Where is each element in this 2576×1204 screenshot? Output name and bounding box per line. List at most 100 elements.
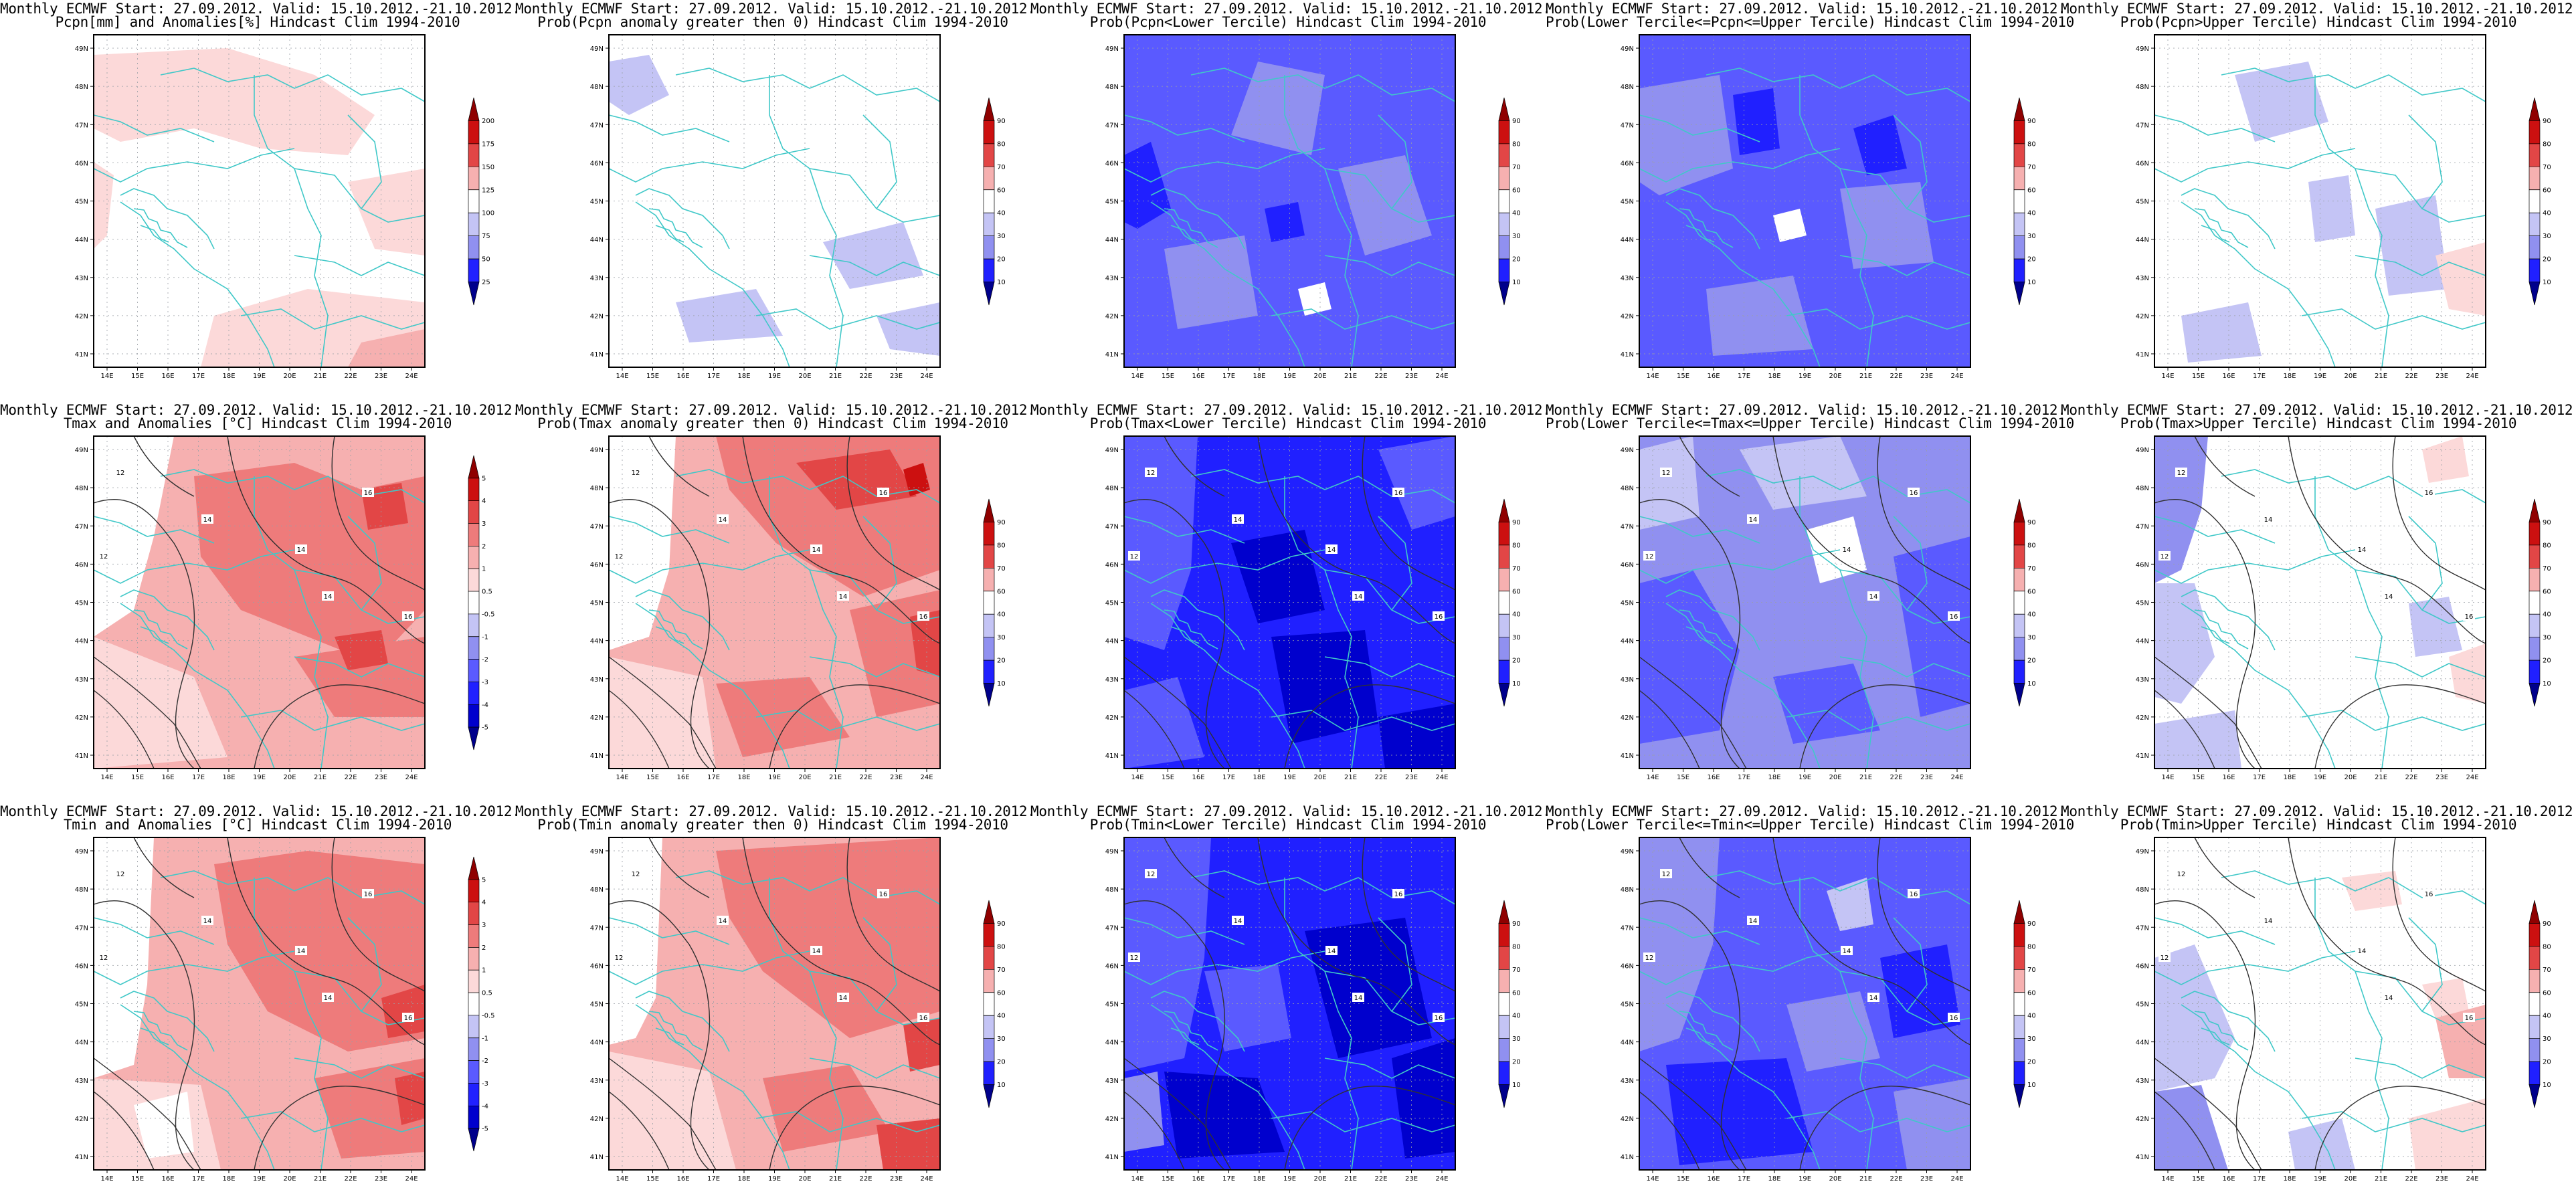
colorbar-bin (2528, 1015, 2541, 1039)
colorbar-label: 20 (2027, 657, 2036, 664)
colorbar-bin (2528, 1061, 2541, 1085)
svg-text:14: 14 (1234, 918, 1243, 925)
lon-tick-label: 22E (1890, 774, 1902, 781)
panel-title-line2: Prob(Lower Tercile<=Tmax<=Upper Tercile)… (1546, 415, 2074, 431)
colorbar-label: 70 (1512, 565, 1521, 572)
lat-tick-label: 46N (75, 561, 88, 569)
colorbar-label: 40 (2027, 611, 2036, 618)
lon-tick-label: 14E (1646, 373, 1659, 380)
colorbar-bin (2013, 590, 2025, 615)
lon-tick-label: 15E (646, 1175, 659, 1183)
lon-tick-label: 16E (161, 774, 174, 781)
colorbar-bin (983, 636, 995, 660)
lon-tick-label: 19E (1799, 774, 1811, 781)
lat-tick-label: 41N (1621, 351, 1634, 359)
lat-tick-label: 43N (1621, 676, 1634, 684)
lon-tick-label: 17E (1738, 774, 1750, 781)
lon-tick-label: 15E (2192, 1175, 2205, 1183)
colorbar-bin (983, 189, 995, 213)
lat-tick-label: 49N (1621, 848, 1634, 856)
svg-text:16: 16 (919, 613, 928, 621)
svg-text:12: 12 (2177, 871, 2186, 878)
panel-title-line1: Monthly ECMWF Start: 27.09.2012. Valid: … (1030, 803, 1551, 819)
panel-title-line1: Monthly ECMWF Start: 27.09.2012. Valid: … (0, 1, 521, 17)
lat-tick-label: 42N (1621, 1116, 1634, 1123)
lon-tick-label: 15E (1162, 1175, 1174, 1183)
lon-tick-label: 14E (2161, 774, 2174, 781)
lat-tick-label: 44N (1621, 1039, 1634, 1047)
colorbar-bin (2528, 544, 2541, 569)
lon-tick-label: 24E (1950, 774, 1963, 781)
lat-tick-label: 45N (1621, 199, 1634, 206)
lon-tick-label: 19E (253, 1175, 266, 1183)
lat-tick-label: 49N (75, 848, 88, 856)
colorbar-bin (983, 900, 995, 924)
svg-text:14: 14 (1354, 593, 1363, 601)
colorbar: 90 80 70 60 40 30 20 10 (2528, 498, 2551, 706)
forecast-panel-tmin-2: Monthly ECMWF Start: 27.09.2012. Valid: … (515, 803, 1036, 1204)
panel-title-line2: Prob(Tmin<Lower Tercile) Hindcast Clim 1… (1089, 817, 1487, 833)
panel-title-line2: Prob(Pcpn<Lower Tercile) Hindcast Clim 1… (1089, 14, 1487, 30)
lon-tick-label: 21E (2375, 1175, 2387, 1183)
svg-text:16: 16 (1950, 613, 1958, 621)
colorbar-label: 2 (482, 944, 486, 951)
lon-tick-label: 15E (1677, 1175, 1689, 1183)
colorbar-bin (1498, 682, 1510, 706)
lon-tick-label: 20E (1313, 1175, 1326, 1183)
lat-tick-label: 46N (75, 160, 88, 167)
lon-tick-label: 15E (131, 774, 144, 781)
contour-label: 14 (2356, 946, 2368, 955)
lon-tick-label: 19E (1283, 1175, 1296, 1183)
contour-label: 14 (2262, 916, 2274, 925)
colorbar-bin (2528, 613, 2541, 637)
lon-tick-label: 16E (2222, 373, 2235, 380)
lon-tick-label: 23E (2435, 1175, 2448, 1183)
contour-label: 14 (2262, 514, 2274, 524)
colorbar-label: 90 (2027, 920, 2036, 927)
lon-tick-label: 21E (314, 774, 327, 781)
lat-tick-label: 42N (75, 714, 88, 722)
lon-tick-label: 20E (1313, 373, 1326, 380)
contour-label: 12 (630, 869, 642, 878)
lon-tick-label: 20E (798, 373, 811, 380)
colorbar-label: 60 (2027, 989, 2036, 997)
lon-tick-label: 22E (1374, 1175, 1387, 1183)
panel-title-line2: Prob(Pcpn>Upper Tercile) Hindcast Clim 1… (2120, 14, 2517, 30)
lon-tick-label: 24E (2466, 373, 2478, 380)
colorbar-bin (2013, 567, 2025, 591)
colorbar-bin (1498, 922, 1510, 946)
colorbar-label: 80 (2543, 943, 2551, 950)
lon-tick-label: 19E (1799, 373, 1811, 380)
colorbar-bin (2528, 660, 2541, 684)
lat-tick-label: 43N (1621, 1078, 1634, 1085)
lon-tick-label: 19E (1283, 373, 1296, 380)
lon-tick-label: 17E (1738, 1175, 1750, 1183)
colorbar-label: 60 (1512, 588, 1521, 595)
panel-title-line1: Monthly ECMWF Start: 27.09.2012. Valid: … (515, 1, 1036, 17)
colorbar-label: 20 (2027, 1058, 2036, 1066)
lon-tick-label: 21E (1859, 1175, 1872, 1183)
colorbar-label: 80 (2027, 943, 2036, 950)
colorbar-bin (468, 635, 480, 660)
lon-tick-label: 23E (375, 1175, 387, 1183)
contour-label: 14 (837, 591, 849, 601)
lon-tick-label: 21E (2375, 774, 2387, 781)
colorbar-label: 40 (997, 1012, 1006, 1019)
svg-text:16: 16 (1394, 490, 1403, 497)
lon-tick-label: 14E (100, 1175, 113, 1183)
lon-tick-label: 18E (737, 774, 750, 781)
colorbar-label: 10 (1512, 279, 1521, 286)
contour-label: 12 (1145, 869, 1157, 878)
colorbar-bin (2528, 258, 2541, 282)
svg-text:16: 16 (879, 891, 888, 898)
map-plot: 14E 15E 16E 17E 18E 19E 20E 21E 22E 23E 24E 49N 48N 4… (590, 34, 941, 380)
lat-tick-label: 47N (75, 523, 88, 530)
lat-tick-label: 48N (2136, 84, 2149, 91)
lon-tick-label: 20E (2344, 373, 2357, 380)
colorbar-bin (468, 924, 480, 948)
colorbar-label: 60 (2027, 588, 2036, 595)
colorbar-label: 70 (997, 966, 1006, 973)
colorbar-label: 20 (997, 256, 1006, 263)
lon-tick-label: 22E (2405, 774, 2417, 781)
lat-tick-label: 49N (1105, 45, 1119, 53)
